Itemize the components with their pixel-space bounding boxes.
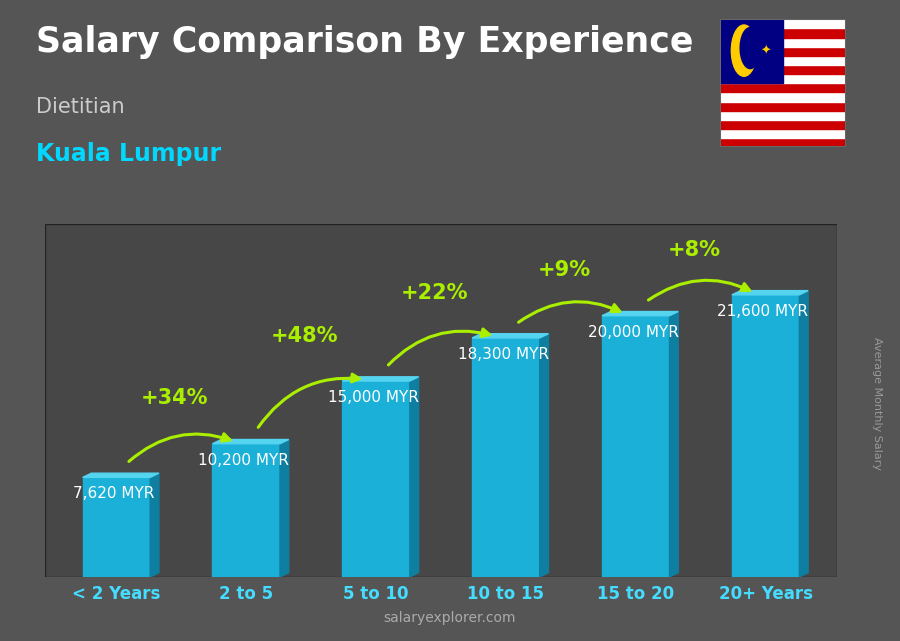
Bar <box>720 74 846 83</box>
Polygon shape <box>212 440 289 444</box>
Bar <box>720 47 846 56</box>
Text: +34%: +34% <box>141 388 209 408</box>
Bar <box>720 129 846 138</box>
Polygon shape <box>150 473 159 577</box>
Text: +48%: +48% <box>271 326 338 345</box>
FancyArrowPatch shape <box>389 329 490 365</box>
FancyArrowPatch shape <box>648 280 750 300</box>
Polygon shape <box>410 377 418 577</box>
Bar <box>720 83 846 92</box>
Text: Average Monthly Salary: Average Monthly Salary <box>872 337 883 470</box>
Bar <box>720 111 846 120</box>
Bar <box>720 19 783 83</box>
FancyArrowPatch shape <box>258 374 359 428</box>
Text: 20,000 MYR: 20,000 MYR <box>588 324 679 340</box>
FancyArrowPatch shape <box>129 434 230 462</box>
Polygon shape <box>732 290 808 295</box>
Text: 15,000 MYR: 15,000 MYR <box>328 390 418 405</box>
Polygon shape <box>540 334 548 577</box>
Text: Salary Comparison By Experience: Salary Comparison By Experience <box>36 25 693 59</box>
Bar <box>720 92 846 102</box>
Circle shape <box>732 25 757 76</box>
Bar <box>720 38 846 47</box>
Polygon shape <box>799 290 808 577</box>
Bar <box>602 316 670 577</box>
Bar <box>342 381 410 577</box>
FancyBboxPatch shape <box>45 224 837 577</box>
Polygon shape <box>670 312 679 577</box>
Polygon shape <box>83 473 159 478</box>
Bar <box>720 120 846 129</box>
Text: 18,300 MYR: 18,300 MYR <box>458 347 549 362</box>
Text: 7,620 MYR: 7,620 MYR <box>73 487 155 501</box>
Text: ✦: ✦ <box>760 44 771 57</box>
Text: salaryexplorer.com: salaryexplorer.com <box>383 611 517 625</box>
Bar <box>720 65 846 74</box>
Bar <box>472 338 540 577</box>
Polygon shape <box>280 440 289 577</box>
FancyArrowPatch shape <box>518 302 620 322</box>
Text: +8%: +8% <box>668 240 721 260</box>
Polygon shape <box>472 334 548 338</box>
Text: +9%: +9% <box>538 260 591 281</box>
Text: 10,200 MYR: 10,200 MYR <box>198 453 289 467</box>
Polygon shape <box>602 312 679 316</box>
Bar <box>732 295 799 577</box>
Polygon shape <box>342 377 418 381</box>
Text: 21,600 MYR: 21,600 MYR <box>717 304 808 319</box>
Circle shape <box>740 28 760 69</box>
Bar <box>83 478 150 577</box>
Text: Kuala Lumpur: Kuala Lumpur <box>36 142 221 165</box>
Bar <box>212 444 280 577</box>
Text: Dietitian: Dietitian <box>36 97 124 117</box>
Bar <box>720 19 846 28</box>
Bar <box>720 138 846 147</box>
Text: +22%: +22% <box>400 283 468 303</box>
Bar <box>720 102 846 111</box>
Bar <box>720 28 846 38</box>
Bar <box>720 56 846 65</box>
